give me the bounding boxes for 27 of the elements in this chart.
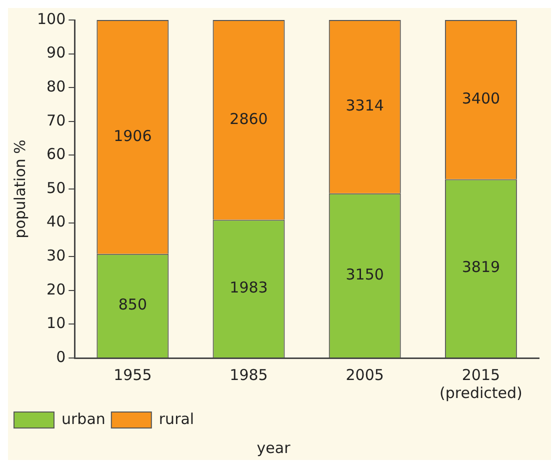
annotation: 3400 — [462, 89, 500, 108]
annotation: 850 — [118, 296, 147, 314]
y-axis-title: population % — [10, 140, 29, 238]
annotation: 3819 — [462, 258, 500, 276]
x-tick-label: 1985 — [230, 366, 268, 384]
y-tick-label: 50 — [46, 178, 66, 197]
y-tick-label: 0 — [56, 348, 66, 366]
y-tick-label: 70 — [46, 111, 66, 130]
annotation: 3150 — [346, 265, 384, 284]
y-tick-label: 60 — [46, 145, 66, 164]
y-tick-label: 80 — [46, 77, 66, 96]
y-tick-label: 20 — [46, 280, 66, 298]
y-tick-label: 100 — [36, 10, 66, 28]
annotation: 3314 — [346, 96, 384, 115]
x-tick-label: 2015 (predicted) — [440, 366, 522, 402]
legend-label: urban — [62, 410, 106, 428]
x-tick-label: 2005 — [346, 366, 384, 384]
y-tick-label: 30 — [46, 246, 66, 264]
y-tick-label: 90 — [46, 44, 66, 62]
annotation: 1983 — [230, 278, 268, 297]
y-tick-label: 40 — [46, 212, 66, 231]
x-axis-title: year — [256, 438, 292, 457]
annotation: 1906 — [114, 126, 152, 145]
annotation: 2860 — [230, 110, 268, 128]
y-tick-label: 10 — [46, 314, 66, 332]
legend-label: rural — [158, 410, 194, 428]
x-tick-label: 1955 — [114, 366, 152, 384]
